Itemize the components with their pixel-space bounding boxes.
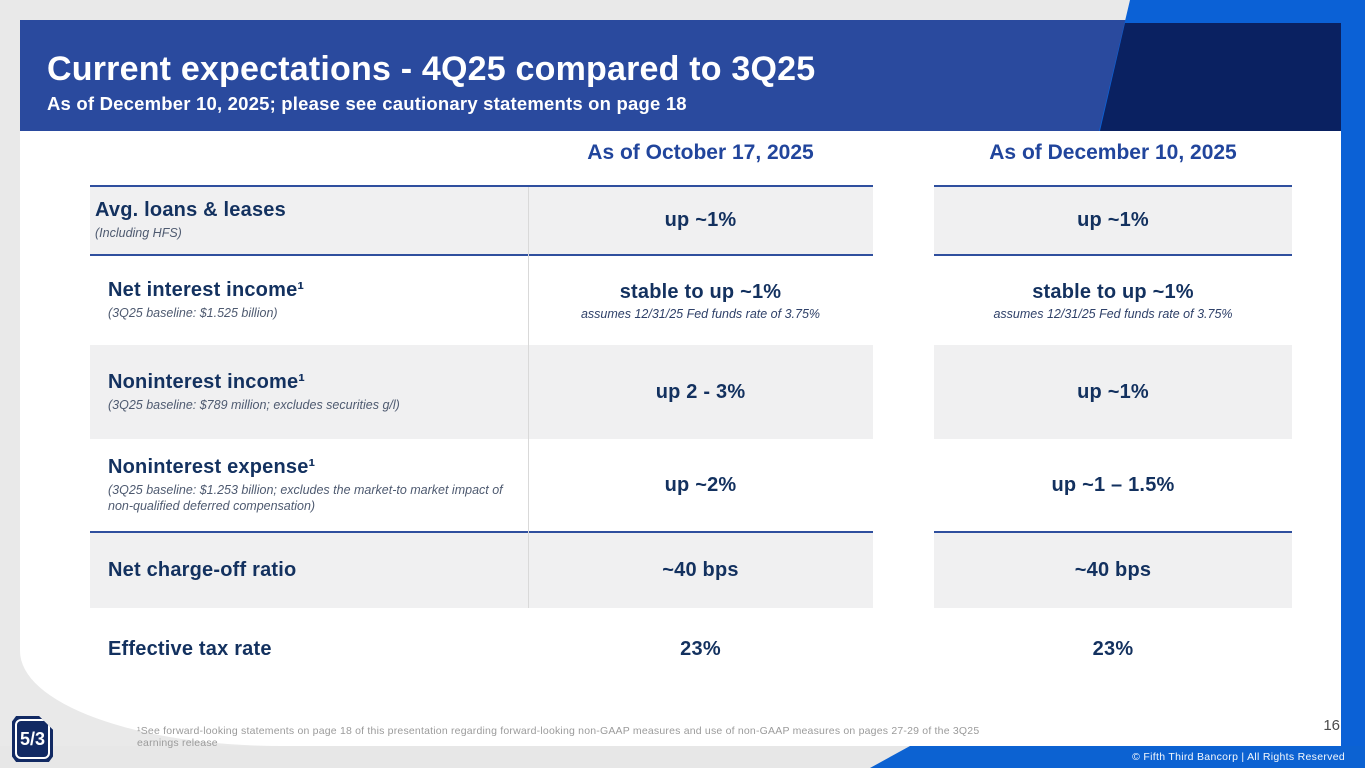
page-subtitle: As of December 10, 2025; please see caut… bbox=[47, 93, 687, 114]
row-label-subtext: (Including HFS) bbox=[95, 226, 182, 241]
cell-value: up 2 - 3% bbox=[655, 380, 746, 403]
row-band bbox=[90, 345, 873, 439]
row-band bbox=[90, 533, 873, 608]
row-label-text: Effective tax rate bbox=[108, 637, 272, 660]
row-label-text: Net interest income¹ bbox=[108, 279, 305, 302]
cell-value: ~40 bps bbox=[1074, 559, 1152, 581]
footnote: ¹See forward-looking statements on page … bbox=[137, 725, 980, 749]
cell-value: up ~1 – 1.5% bbox=[1051, 473, 1175, 496]
cell-october-net-interest-income: stable to up ~1% assumes 12/31/25 Fed fu… bbox=[528, 256, 873, 345]
column-divider bbox=[528, 187, 529, 608]
fifth-third-logo: 5/3 bbox=[12, 716, 53, 762]
row-label-net-interest-income: Net interest income¹ (3Q25 baseline: $1.… bbox=[108, 256, 538, 345]
table-rule-mid-right bbox=[934, 254, 1292, 256]
row-band bbox=[934, 187, 1292, 254]
row-band bbox=[90, 187, 873, 254]
cell-october-avg-loans: up ~1% bbox=[528, 187, 873, 254]
row-band bbox=[934, 345, 1292, 439]
table-rule-bottom-left bbox=[90, 531, 873, 533]
cell-october-noninterest-income: up 2 - 3% bbox=[528, 345, 873, 439]
cell-december-net-charge-off-ratio: ~40 bps bbox=[934, 533, 1292, 608]
cell-december-avg-loans: up ~1% bbox=[934, 187, 1292, 254]
row-label-text: Avg. loans & leases bbox=[95, 199, 286, 222]
cell-value: stable to up ~1% bbox=[619, 280, 782, 303]
table-rule-top-left bbox=[90, 185, 873, 187]
row-label-text: Noninterest income¹ bbox=[108, 370, 306, 393]
logo-ring bbox=[15, 719, 50, 759]
logo-glyph: 5/3 bbox=[19, 728, 46, 749]
cell-value: stable to up ~1% bbox=[1032, 280, 1194, 303]
row-label-subtext: (3Q25 baseline: $1.525 billion) bbox=[108, 306, 278, 321]
page-title: Current expectations - 4Q25 compared to … bbox=[47, 50, 816, 88]
row-band bbox=[934, 533, 1292, 608]
copyright-bar: © Fifth Third Bancorp | All Rights Reser… bbox=[870, 746, 1365, 768]
row-label-net-charge-off-ratio: Net charge-off ratio bbox=[108, 533, 538, 608]
cell-december-noninterest-income: up ~1% bbox=[934, 345, 1292, 439]
column-header-december: As of December 10, 2025 bbox=[989, 141, 1237, 164]
table-rule-bottom-right bbox=[934, 531, 1292, 533]
row-label-noninterest-expense: Noninterest expense¹ (3Q25 baseline: $1.… bbox=[108, 439, 538, 531]
row-label-avg-loans: Avg. loans & leases (Including HFS) bbox=[95, 187, 525, 254]
cell-value: ~40 bps bbox=[662, 559, 739, 581]
row-label-subtext: (3Q25 baseline: $1.253 billion; excludes… bbox=[108, 482, 503, 513]
cell-value-subtext: assumes 12/31/25 Fed funds rate of 3.75% bbox=[993, 306, 1233, 321]
cell-value: 23% bbox=[680, 637, 721, 660]
cell-value: up ~1% bbox=[1077, 380, 1149, 403]
row-label-text: Net charge-off ratio bbox=[108, 559, 297, 581]
background-left-strip bbox=[0, 0, 20, 768]
row-label-noninterest-income: Noninterest income¹ (3Q25 baseline: $789… bbox=[108, 345, 538, 439]
corner-accent-navy bbox=[1100, 23, 1341, 131]
cell-value: up ~2% bbox=[664, 473, 737, 496]
row-label-effective-tax-rate: Effective tax rate bbox=[108, 608, 538, 690]
cell-value: up ~1% bbox=[664, 209, 737, 231]
cell-october-effective-tax-rate: 23% bbox=[528, 608, 873, 690]
cell-december-net-interest-income: stable to up ~1% assumes 12/31/25 Fed fu… bbox=[934, 256, 1292, 345]
cell-value-subtext: assumes 12/31/25 Fed funds rate of 3.75% bbox=[580, 306, 821, 321]
column-header-october: As of October 17, 2025 bbox=[587, 141, 814, 164]
cell-value: up ~1% bbox=[1077, 209, 1149, 231]
cell-value: 23% bbox=[1092, 637, 1134, 660]
cell-october-noninterest-expense: up ~2% bbox=[528, 439, 873, 531]
background-top-strip bbox=[0, 0, 1365, 20]
cell-october-net-charge-off-ratio: ~40 bps bbox=[528, 533, 873, 608]
cell-december-noninterest-expense: up ~1 – 1.5% bbox=[934, 439, 1292, 531]
row-label-text: Noninterest expense¹ bbox=[108, 455, 316, 478]
row-label-subtext: (3Q25 baseline: $789 million; excludes s… bbox=[108, 397, 400, 412]
cell-december-effective-tax-rate: 23% bbox=[934, 608, 1292, 690]
table-rule-top-right bbox=[934, 185, 1292, 187]
page-number: 16 bbox=[1323, 717, 1340, 734]
footer-gray-strip bbox=[0, 746, 912, 768]
copyright-text: © Fifth Third Bancorp | All Rights Reser… bbox=[1132, 751, 1345, 763]
table-rule-mid-left bbox=[90, 254, 873, 256]
